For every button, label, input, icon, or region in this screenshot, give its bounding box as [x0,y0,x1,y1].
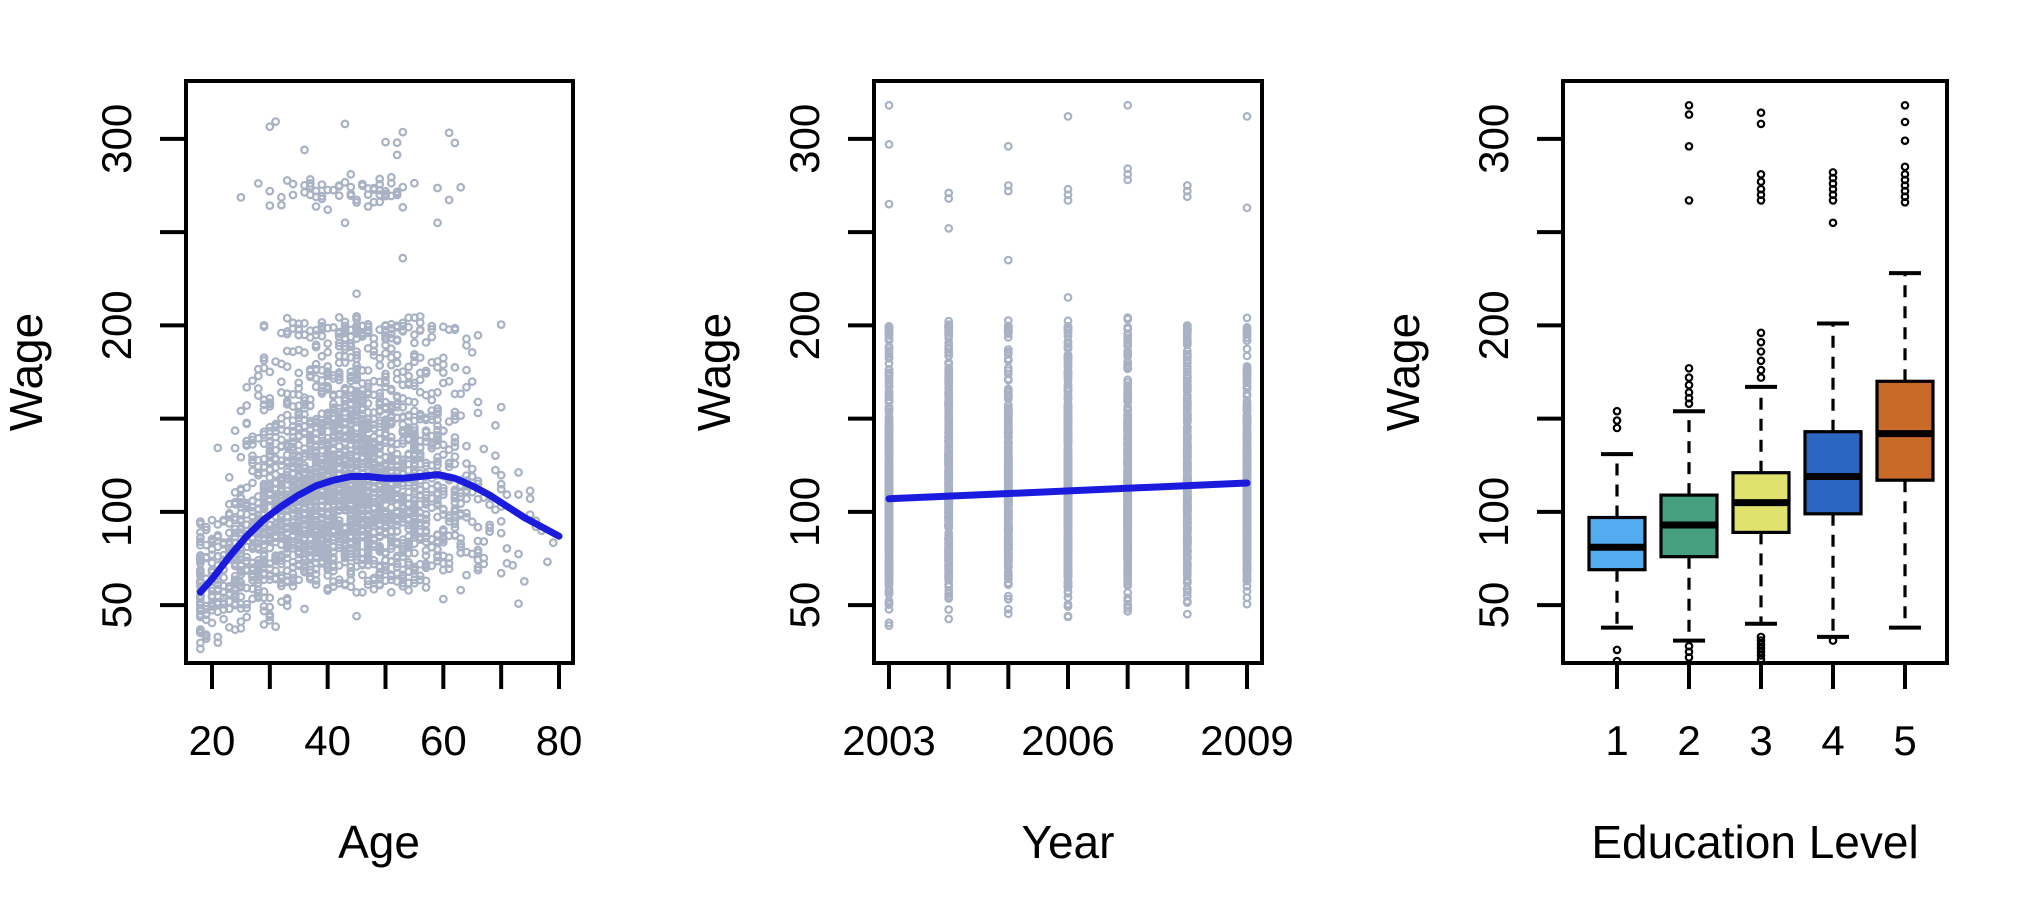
panel3-x-tick-label: 5 [1893,717,1916,764]
panel2-axes: 50 100 200 300 2003 2006 2009 [781,79,1294,764]
panel3-x-axis-title: Education Level [1591,816,1918,868]
outlier-points [1756,108,1766,664]
loess-smooth-curve [196,471,563,596]
panel3-y-axis-title: Wage [1377,313,1429,431]
panel1-axes: 50 100 200 300 20 40 60 80 [93,79,583,764]
age-scatter-points [195,117,558,654]
panel1-y-tick-label: 100 [93,477,140,547]
panel1-wage-vs-age [195,117,563,654]
panel3-x-tick-label: 3 [1749,717,1772,764]
panel3-y-tick-label: 100 [1470,477,1517,547]
panel3-x-tick-label: 4 [1821,717,1844,764]
panel1-x-tick-label: 40 [304,717,351,764]
boxplot-education-2 [1659,101,1719,662]
boxplot-education-5 [1875,101,1935,630]
panel1-x-tick-label: 80 [536,717,583,764]
panel3-y-tick-label: 200 [1470,290,1517,360]
panel1-y-axis-title: Wage [0,313,52,431]
panel1-y-tick-label: 200 [93,290,140,360]
panel2-y-tick-label: 50 [781,582,828,629]
panel2-y-tick-label: 300 [781,104,828,174]
panel1-x-tick-label: 60 [420,717,467,764]
outlier-points [1612,406,1622,666]
panel3-y-tick-label: 300 [1470,104,1517,174]
panel2-y-axis-title: Wage [688,313,740,431]
panel2-x-tick-label: 2009 [1200,717,1293,764]
panel1-y-tick-label: 50 [93,582,140,629]
panel1-x-tick-label: 20 [189,717,236,764]
panel3-y-tick-label: 50 [1470,582,1517,629]
panel3-axes: 50 100 200 300 1 2 3 4 5 [1470,79,1949,764]
boxplot-education-3 [1731,108,1791,664]
panel3-wage-vs-education [1587,101,1935,666]
outlier-points [1828,168,1838,645]
panel3-x-tick-label: 1 [1605,717,1628,764]
panel2-x-axis-title: Year [1022,816,1115,868]
outlier-points [1900,101,1910,207]
year-scatter-points [884,100,1252,631]
panel3-x-tick-label: 2 [1677,717,1700,764]
panel2-y-tick-label: 100 [781,477,828,547]
outlier-points [1684,101,1694,662]
panel2-y-tick-label: 200 [781,290,828,360]
boxplot-education-4 [1803,168,1863,645]
panel2-x-tick-label: 2006 [1021,717,1114,764]
panel1-y-tick-label: 300 [93,104,140,174]
boxplot-education-1 [1587,406,1647,666]
panel2-x-tick-label: 2003 [842,717,935,764]
panel2-wage-vs-year [884,100,1252,631]
linear-fit-line [885,479,1251,503]
panel1-x-axis-title: Age [338,816,420,868]
